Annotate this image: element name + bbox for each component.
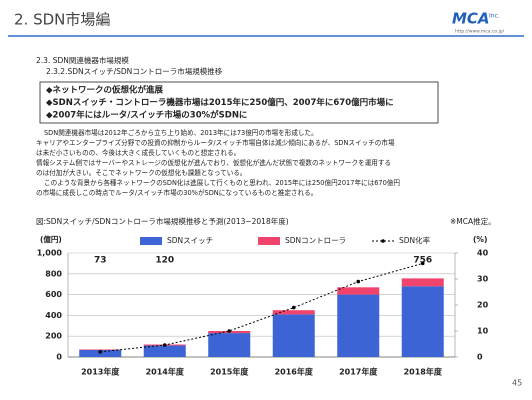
x-tick-label: 2017年度	[339, 367, 378, 377]
y2-tick-label: 10	[477, 327, 489, 336]
rate-line	[100, 262, 423, 353]
x-tick-label: 2015年度	[210, 367, 249, 377]
paragraph-line: のは付加が大きい。そこでネットワークの仮想化も課題となっている。	[36, 168, 246, 177]
page-number: 45	[512, 379, 522, 388]
bar-segment	[143, 345, 186, 357]
y2-tick-label: 30	[477, 275, 489, 284]
legend-label: SDN化率	[399, 235, 431, 245]
logo-url: http://www.mca.co.jp/	[455, 29, 505, 35]
paragraph-line: は未だ小さいものの、今後は大きく成長していくものと想定される。	[36, 148, 240, 157]
highlight-box	[39, 81, 439, 124]
highlight: ◆2007年にはルータ/スイッチ市場の30%がSDNに	[46, 110, 247, 121]
y2-tick-label: 0	[477, 353, 483, 362]
y-tick-label: 400	[45, 311, 62, 320]
x-tick-label: 2016年度	[275, 367, 314, 377]
subsection: 2.3.2.SDNスイッチ/SDNコントローラ市場規模推移	[46, 66, 223, 76]
total-label: 756	[413, 256, 432, 266]
y-tick-label: 1,000	[37, 249, 63, 258]
total-label: 120	[155, 256, 174, 266]
paragraph-line: このような背景から各種ネットワークのSDN化は進展して行くものと思われ、2015…	[44, 178, 400, 187]
paragraph-line: キャリアやエンタープライズ分野での投資の抑制からルータ/スイッチ市場自体は減少傾…	[36, 138, 395, 147]
slide-title: 2. SDN市場編	[14, 11, 110, 29]
bar-segment	[401, 278, 444, 287]
section: 2.3. SDN関連機器市場規模	[36, 55, 129, 65]
y-tick-label: 200	[45, 332, 62, 341]
legend-label: SDNスイッチ	[167, 236, 213, 245]
rate-point	[227, 329, 232, 333]
total-label: 73	[94, 256, 107, 266]
rate-point	[291, 305, 296, 310]
legend-swatch	[258, 237, 280, 245]
bar-segment	[337, 294, 380, 357]
figure-caption: 図:SDNスイッチ/SDNコントローラ市場規模推移と予測(2013~2018年度…	[36, 216, 289, 226]
bar-segment	[272, 314, 315, 357]
bar-segment	[79, 349, 122, 350]
paragraph-line: SDN関連機器市場は2012年ごろから立ち上り始め、2013年には73億円の市場…	[44, 128, 318, 137]
legend-swatch	[140, 237, 162, 245]
highlight: ◆SDNスイッチ・コントローラ機器市場は2015年に250億円、2007年に67…	[46, 97, 394, 108]
y2-axis-label: (%)	[473, 235, 487, 244]
logo-suffix: Inc.	[489, 13, 500, 20]
legend-swatch	[381, 239, 385, 243]
logo: MCA	[452, 10, 490, 28]
rate-point	[162, 343, 167, 347]
chart: (億円) (%) 0 200 400 600 800 1,000 0 10 20 30 40 2013年度…	[37, 234, 489, 377]
bar-segment	[272, 310, 315, 315]
bar-segment	[208, 333, 251, 357]
bar-segment	[337, 287, 380, 295]
y-tick-label: 800	[45, 269, 62, 278]
y-tick-label: 0	[56, 353, 62, 362]
bar-segment	[401, 286, 444, 357]
rate-point	[420, 261, 425, 266]
x-tick-label: 2014年度	[146, 367, 185, 377]
paragraph-line: の市場に成長しこの時点でルータ/スイッチ市場の30%がSDNになっているものと推…	[36, 188, 317, 197]
x-tick-label: 2013年度	[81, 367, 120, 377]
y-tick-label: 600	[45, 290, 62, 299]
figure-note: ※MCA推定。	[450, 216, 496, 226]
y2-tick-label: 40	[477, 249, 489, 258]
paragraph-line: 情報システム側ではサーバーやストレージの仮想化が進んでおり、仮想化が進んだ状態で…	[36, 158, 391, 167]
highlight: ◆ネットワークの仮想化が進展	[46, 85, 164, 96]
rate-point	[98, 350, 103, 354]
x-tick-label: 2018年度	[404, 367, 443, 377]
y-axis-label: (億円)	[40, 234, 62, 244]
legend-label: SDNコントローラ	[285, 236, 346, 245]
rate-point	[356, 279, 361, 284]
y2-tick-label: 20	[477, 301, 489, 310]
